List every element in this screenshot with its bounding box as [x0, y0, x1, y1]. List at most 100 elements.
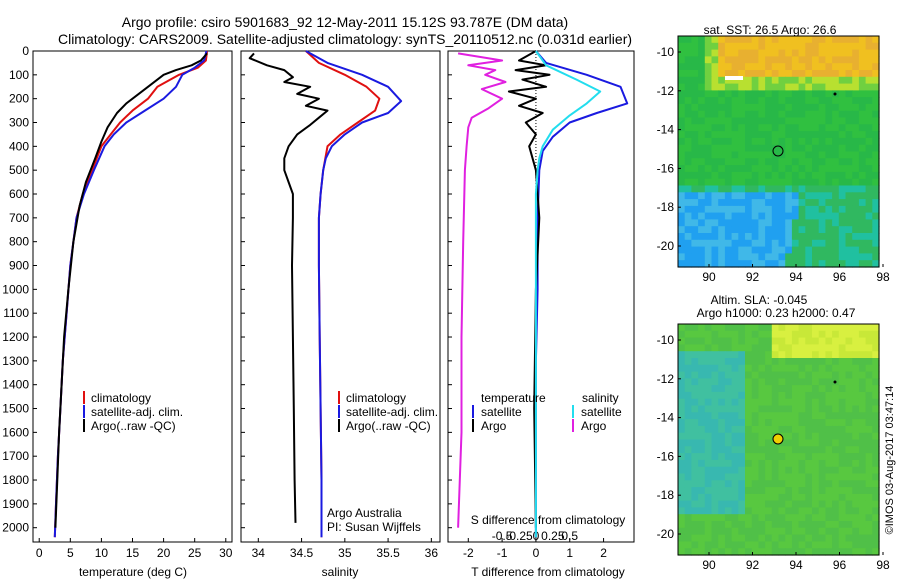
map-cell [818, 124, 826, 132]
map-cell [845, 330, 853, 339]
map-cell [858, 473, 867, 481]
map-cell [778, 36, 786, 44]
map-cell [724, 205, 733, 214]
map-cell [818, 453, 826, 461]
map-cell [832, 324, 840, 332]
map-cell [711, 487, 719, 495]
map-cell [718, 514, 726, 522]
map-cell [724, 171, 733, 180]
map-cell [724, 212, 733, 220]
map-cell [838, 110, 847, 119]
map-cell [704, 398, 713, 407]
map-cell [765, 226, 773, 234]
map-cell [785, 171, 793, 180]
map-cell [771, 344, 780, 352]
map-cell [745, 412, 753, 420]
map-cell [852, 219, 860, 227]
map-cell [738, 324, 746, 332]
map-cell [872, 466, 880, 475]
map-cell [698, 56, 706, 64]
map-cell [838, 36, 847, 44]
map-cell [872, 185, 880, 193]
map-cell [785, 137, 793, 146]
map-cell [798, 364, 806, 373]
map-cell [818, 493, 826, 502]
map-cell [785, 425, 793, 434]
map-cell [852, 144, 860, 153]
map-y-tick-label: -20 [657, 239, 675, 253]
map-cell [812, 158, 820, 166]
map-cell [745, 324, 753, 332]
map-cell [858, 219, 867, 227]
map-cell [785, 144, 793, 153]
map-cell [718, 527, 726, 536]
map-cell [818, 324, 826, 332]
map-cell [704, 364, 713, 373]
map-cell [852, 514, 860, 522]
map-cell [711, 158, 719, 166]
map-cell [838, 337, 847, 345]
map-cell [865, 432, 873, 441]
map-cell [684, 165, 692, 173]
map-cell [718, 344, 726, 352]
map-cell [738, 233, 746, 241]
map-cell [691, 76, 699, 85]
map-cell [872, 412, 880, 420]
map-cell [778, 466, 786, 475]
map-cell [832, 56, 840, 64]
map-cell [805, 405, 813, 413]
map-cell [745, 391, 753, 400]
map-cell [731, 358, 739, 366]
map-cell [845, 398, 853, 407]
map-cell [698, 432, 706, 441]
map-cell [832, 219, 840, 227]
map-y-tick-label: -10 [657, 333, 675, 347]
legend-label-s-satellite: satellite [581, 405, 622, 419]
map-cell [745, 131, 753, 139]
map-cell [711, 205, 719, 214]
map-cell [791, 117, 800, 125]
map-cell [698, 453, 706, 461]
map-cell [785, 36, 793, 44]
map-cell [751, 219, 759, 227]
map-cell [825, 233, 833, 241]
map-cell [785, 192, 793, 200]
map-cell [805, 391, 813, 400]
map-cell [825, 205, 833, 214]
map-cell [718, 378, 726, 386]
map-cell [745, 165, 753, 173]
map-cell [745, 527, 753, 536]
map-cell [832, 500, 840, 508]
map-cell [865, 419, 873, 427]
map-cell [865, 171, 873, 180]
map-cell [832, 165, 840, 173]
map-cell [825, 219, 833, 227]
map-cell [738, 185, 746, 193]
map-cell [832, 192, 840, 200]
map-cell [678, 56, 686, 64]
map-cell [812, 480, 820, 488]
map-cell [812, 507, 820, 515]
x-tick-label: 34 [252, 546, 266, 560]
map-cell [698, 260, 706, 268]
map-cell [865, 548, 873, 556]
map-cell [805, 103, 813, 112]
map-cell [724, 534, 733, 542]
map-cell [872, 36, 880, 44]
map-cell [731, 97, 739, 105]
map-cell [832, 178, 840, 187]
map-cell [805, 219, 813, 227]
map-cell [771, 239, 780, 248]
map-cell [872, 364, 880, 373]
y-tick-label: 800 [9, 235, 29, 249]
map-cell [704, 124, 713, 132]
map-cell [791, 110, 800, 119]
map-cell [678, 446, 686, 454]
map-cell [838, 63, 847, 71]
map-cell [711, 165, 719, 173]
map-cell [812, 473, 820, 481]
map-cell [845, 493, 853, 502]
map-cell [678, 83, 686, 91]
map-cell [731, 124, 739, 132]
map-cell [738, 398, 746, 407]
